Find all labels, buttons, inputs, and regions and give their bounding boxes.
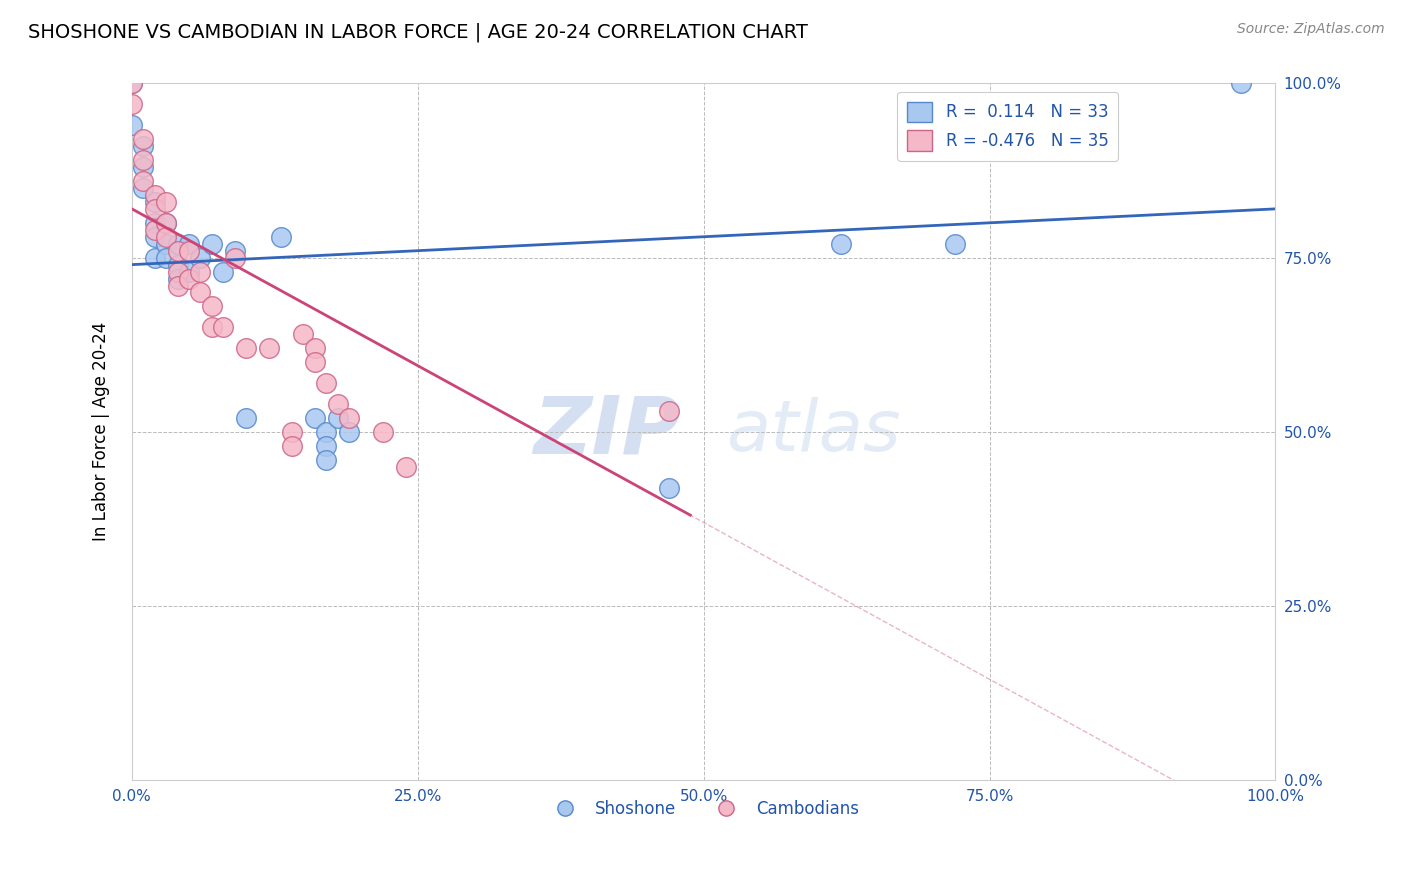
Point [166,264,188,278]
Point [155,216,177,230]
Point [326,397,349,411]
Point [143,229,166,244]
Point [155,194,177,209]
Point [177,264,200,278]
Point [166,236,188,251]
Text: ZIP: ZIP [533,392,681,471]
Point [121,77,143,91]
Point [166,271,188,285]
Point [326,411,349,425]
Point [304,341,326,355]
Point [132,139,155,153]
Y-axis label: In Labor Force | Age 20-24: In Labor Force | Age 20-24 [93,322,110,541]
Point [132,160,155,174]
Point [224,244,246,258]
Point [315,439,337,453]
Point [658,404,681,418]
Point [292,327,315,342]
Point [190,264,212,278]
Point [281,425,304,439]
Point [270,229,292,244]
Point [143,251,166,265]
Point [177,236,200,251]
Point [337,425,360,439]
Point [658,481,681,495]
Point [235,411,257,425]
Point [143,194,166,209]
Point [121,97,143,112]
Point [373,425,395,439]
Text: atlas: atlas [727,397,901,467]
Point [212,264,235,278]
Point [132,174,155,188]
Point [235,341,257,355]
Point [155,229,177,244]
Point [212,320,235,334]
Text: SHOSHONE VS CAMBODIAN IN LABOR FORCE | AGE 20-24 CORRELATION CHART: SHOSHONE VS CAMBODIAN IN LABOR FORCE | A… [28,22,808,42]
Point [315,425,337,439]
Point [224,251,246,265]
Point [337,411,360,425]
Point [143,216,166,230]
Point [201,300,224,314]
Point [143,202,166,216]
Text: Source: ZipAtlas.com: Source: ZipAtlas.com [1237,22,1385,37]
Point [121,118,143,132]
Point [166,258,188,272]
Point [155,236,177,251]
Point [190,285,212,300]
Point [830,236,852,251]
Point [190,251,212,265]
Point [395,459,418,474]
Point [177,244,200,258]
Point [943,236,966,251]
Legend: Shoshone, Cambodians: Shoshone, Cambodians [541,793,866,824]
Point [155,251,177,265]
Point [281,439,304,453]
Point [143,188,166,202]
Point [201,236,224,251]
Point [315,376,337,390]
Point [132,132,155,146]
Point [257,341,280,355]
Point [304,411,326,425]
Point [166,278,188,293]
Point [166,244,188,258]
Point [143,223,166,237]
Point [315,452,337,467]
Point [121,77,143,91]
Point [201,320,224,334]
Point [177,271,200,285]
Point [304,355,326,369]
Point [1230,77,1253,91]
Point [155,216,177,230]
Point [132,153,155,167]
Point [132,181,155,195]
